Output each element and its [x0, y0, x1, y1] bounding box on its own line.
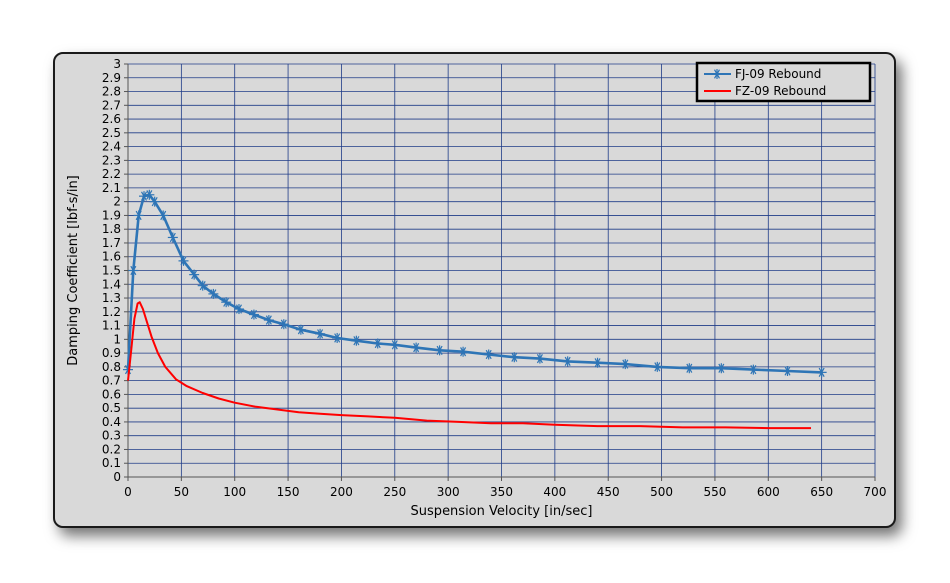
data-point — [372, 338, 383, 349]
series-0 — [123, 189, 827, 378]
data-point — [208, 288, 219, 299]
y-tick-label: 1.2 — [102, 305, 121, 319]
y-tick-label: 2.2 — [102, 167, 121, 181]
data-point — [816, 367, 827, 378]
y-tick-label: 2.6 — [102, 112, 121, 126]
y-tick-label: 1.9 — [102, 208, 121, 222]
x-tick-label: 700 — [864, 485, 887, 499]
x-tick-label: 300 — [437, 485, 460, 499]
y-tick-label: 0 — [113, 470, 121, 484]
x-tick-label: 350 — [490, 485, 513, 499]
data-point — [712, 69, 722, 79]
data-point — [652, 361, 663, 372]
data-point — [295, 324, 306, 335]
x-tick-label: 400 — [543, 485, 566, 499]
data-point — [389, 339, 400, 350]
y-tick-label: 2.8 — [102, 85, 121, 99]
y-tick-label: 0.5 — [102, 401, 121, 415]
damping-chart: 00.10.20.30.40.50.60.70.80.911.11.21.31.… — [66, 57, 887, 519]
x-tick-label: 200 — [330, 485, 353, 499]
y-tick-label: 1.5 — [102, 264, 121, 278]
y-tick-label: 0.7 — [102, 374, 121, 388]
y-tick-label: 1.6 — [102, 250, 121, 264]
y-tick-label: 1.7 — [102, 236, 121, 250]
x-tick-label: 600 — [757, 485, 780, 499]
data-point — [189, 269, 200, 280]
x-tick-label: 150 — [277, 485, 300, 499]
data-point — [458, 346, 469, 357]
data-point — [562, 356, 573, 367]
chart-frame: 0 0.1 0.2 0.3 0.4 0.5 0.6 0.7 0.8 0.9 1 1.1 1.2 1.3 1.… — [53, 52, 896, 528]
x-tick-label: 0 — [124, 485, 132, 499]
y-tick-label: 1 — [113, 332, 121, 346]
data-point — [411, 342, 422, 353]
data-point — [149, 196, 160, 207]
y-tick-label: 1.4 — [102, 277, 121, 291]
y-tick-label: 0.8 — [102, 360, 121, 374]
data-point — [197, 280, 208, 291]
data-point — [139, 191, 150, 202]
data-point — [248, 309, 259, 320]
legend-item: FJ-09 Rebound — [704, 67, 821, 81]
data-point — [167, 232, 178, 243]
y-tick-label: 0.3 — [102, 429, 121, 443]
legend: FJ-09 Rebound FZ-09 Rebound — [695, 61, 872, 103]
y-tick-label: 1.8 — [102, 222, 121, 236]
data-point — [233, 304, 244, 315]
x-tick-label: 450 — [597, 485, 620, 499]
legend-item: FZ-09 Rebound — [704, 84, 826, 98]
x-tick-label: 500 — [650, 485, 673, 499]
data-point — [128, 265, 139, 276]
data-point — [483, 349, 494, 360]
y-tick-label: 0.4 — [102, 415, 121, 429]
data-point — [158, 210, 169, 221]
data-point — [534, 353, 545, 364]
series-line — [127, 301, 811, 430]
legend-box — [695, 61, 872, 103]
data-point — [434, 345, 445, 356]
data-point — [716, 363, 727, 374]
y-tick-label: 2.3 — [102, 153, 121, 167]
data-point — [684, 363, 695, 374]
legend-label: FZ-09 Rebound — [735, 84, 826, 98]
data-point — [509, 352, 520, 363]
data-point — [748, 364, 759, 375]
legend-label: FJ-09 Rebound — [735, 67, 821, 81]
y-tick-label: 2.7 — [102, 98, 121, 112]
data-point — [332, 332, 343, 343]
y-tick-label: 1.1 — [102, 319, 121, 333]
x-tick-label: 650 — [810, 485, 833, 499]
data-point — [592, 357, 603, 368]
x-tick-label: 550 — [703, 485, 726, 499]
y-tick-label: 0.6 — [102, 387, 121, 401]
x-tick-label: 250 — [383, 485, 406, 499]
data-point — [782, 365, 793, 376]
data-point — [351, 335, 362, 346]
y-tick-label: 0.1 — [102, 456, 121, 470]
y-tick-label: 1.3 — [102, 291, 121, 305]
data-point — [178, 255, 189, 266]
series-1 — [127, 301, 811, 430]
data-point — [315, 328, 326, 339]
data-point — [620, 359, 631, 370]
x-tick-label: 100 — [223, 485, 246, 499]
y-tick-label: 2.4 — [102, 140, 121, 154]
y-tick-label: 2 — [113, 195, 121, 209]
data-point — [133, 210, 144, 221]
y-tick-label: 2.1 — [102, 181, 121, 195]
x-tick-label: 50 — [174, 485, 189, 499]
data-point — [144, 189, 155, 200]
y-tick-label: 3 — [113, 57, 121, 71]
y-tick-label: 0.2 — [102, 442, 121, 456]
data-point — [221, 297, 232, 308]
y-tick-label: 0.9 — [102, 346, 121, 360]
y-tick-label: 2.5 — [102, 126, 121, 140]
y-axis-title: Damping Coefficient [lbf-s/in] — [66, 175, 81, 366]
data-point — [278, 319, 289, 330]
y-tick-label: 2.9 — [102, 71, 121, 85]
data-point — [263, 315, 274, 326]
x-axis-title: Suspension Velocity [in/sec] — [411, 504, 593, 519]
